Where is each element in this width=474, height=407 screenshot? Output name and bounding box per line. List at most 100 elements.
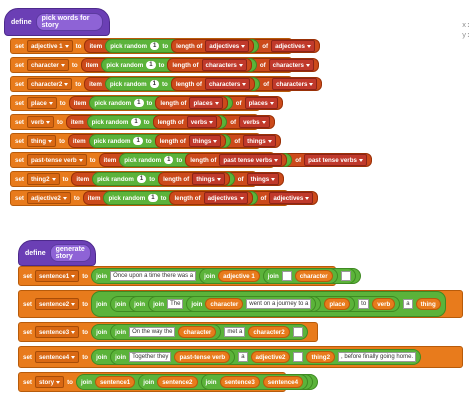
text-slot[interactable]: On the way the [129,327,176,337]
set-r1-block[interactable]: set adjective 1 to item pick random 1 to length… [10,38,321,54]
number-slot[interactable]: 1 [146,61,156,69]
set-story-block[interactable]: set story to join sentence1 join sentenc… [18,372,319,392]
set-sentence4-block[interactable]: set sentence4 to join join Together they… [18,346,463,368]
list-dropdown[interactable]: adjectives [203,192,248,204]
variable-reporter[interactable]: sentence1 [94,376,136,388]
set-r7-block[interactable]: set past-tense verb to item pick random 1 to le… [10,152,372,168]
empty-slot[interactable] [281,271,292,281]
variable-reporter[interactable]: past-tense verb [174,351,231,363]
join-block[interactable]: join Once upon a time there was a join a… [91,268,361,284]
item-of-list-block[interactable]: item pick random 1 to length of characters of c… [80,58,319,72]
list-dropdown[interactable]: characters [204,78,251,90]
variable-reporter[interactable]: character [294,270,333,282]
variable-dropdown[interactable]: adjective2 [26,192,71,204]
length-of-block[interactable]: length of adjectives [171,39,255,53]
variable-dropdown[interactable]: adjective 1 [26,40,73,52]
text-slot[interactable]: Together they [129,352,172,362]
number-slot[interactable]: 1 [134,99,144,107]
text-slot[interactable]: met a [224,327,246,337]
join-block[interactable]: join sentence1 join sentence2 join sente… [75,374,319,390]
variable-reporter[interactable]: sentence2 [157,376,198,388]
pick-random-block[interactable]: pick random 1 to length of things [88,134,232,148]
text-slot[interactable]: to [358,299,370,309]
item-of-list-block[interactable]: item pick random 1 to length of things of thing… [71,172,285,186]
length-of-block[interactable]: length of past tense verbs [185,153,288,167]
list-dropdown[interactable]: places [244,97,278,109]
item-of-list-block[interactable]: item pick random 1 to length of adjectives of a… [82,191,319,205]
pick-random-block[interactable]: pick random 1 to length of places [89,96,233,110]
empty-slot[interactable] [292,327,303,337]
variable-dropdown[interactable]: verb [26,116,55,128]
text-slot[interactable]: a [403,299,413,309]
variable-reporter[interactable]: sentence4 [262,376,304,388]
variable-dropdown[interactable]: sentence4 [34,351,80,363]
list-dropdown[interactable]: characters [268,59,314,71]
pick-random-block[interactable]: pick random 1 to length of things [92,172,235,186]
set-r4-block[interactable]: set place to item pick random 1 to length of pla… [10,95,283,111]
variable-dropdown[interactable]: past-tense verb [26,154,87,166]
join-block[interactable]: join Together they past-tense verb [110,349,236,365]
set-r5-block[interactable]: set verb to item pick random 1 to length of verb… [10,114,275,130]
item-of-list-block[interactable]: item pick random 1 to length of places of place… [68,96,283,110]
set-sentence1-block[interactable]: set sentence1 to join Once upon a time t… [18,266,361,286]
number-slot[interactable]: 1 [131,118,141,126]
variable-reporter[interactable]: adjective2 [250,351,291,363]
join-block[interactable]: join The join character went on a journe… [148,296,322,312]
join-block[interactable]: join character [262,268,338,284]
variable-dropdown[interactable]: story [34,376,65,388]
list-dropdown[interactable]: things [246,173,280,185]
list-dropdown[interactable]: things [192,173,225,185]
list-dropdown[interactable]: verbs [239,116,270,128]
variable-dropdown[interactable]: character [26,59,69,71]
variable-dropdown[interactable]: thing2 [26,173,60,185]
list-dropdown[interactable]: characters [201,59,247,71]
variable-dropdown[interactable]: sentence1 [34,270,80,282]
join-block[interactable]: join join join The join character went o… [110,296,401,312]
variable-reporter[interactable]: place [324,298,351,310]
pick-random-block[interactable]: pick random 1 to length of past tense verbs [119,153,293,167]
list-dropdown[interactable]: characters [272,78,318,90]
list-dropdown[interactable]: verbs [186,116,218,128]
length-of-block[interactable]: length of characters [170,77,256,91]
length-of-block[interactable]: length of characters [167,58,252,72]
empty-slot[interactable] [293,352,304,362]
list-dropdown[interactable]: past tense verbs [304,154,367,166]
pick-random-block[interactable]: pick random 1 to length of adjectives [105,39,260,53]
set-r9-block[interactable]: set adjective2 to item pick random 1 to length … [10,190,319,206]
text-slot[interactable]: The [167,299,184,309]
length-of-block[interactable]: length of things [158,172,230,186]
set-r6-block[interactable]: set thing to item pick random 1 to length of thi… [10,133,281,149]
length-of-block[interactable]: length of places [155,96,228,110]
empty-slot[interactable] [340,271,351,281]
join-block[interactable]: join join The join character went on a j… [129,296,356,312]
variable-dropdown[interactable]: sentence3 [34,326,80,338]
join-block[interactable]: join character went on a journey to a [186,296,317,312]
length-of-block[interactable]: length of adjectives [169,191,253,205]
variable-reporter[interactable]: thing [415,298,441,310]
set-sentence3-block[interactable]: set sentence3 to join join On the way th… [18,322,318,342]
length-of-block[interactable]: length of things [154,134,227,148]
text-slot[interactable]: went on a journey to a [246,299,312,309]
text-slot[interactable]: Once upon a time there was a [110,271,197,281]
variable-reporter[interactable]: verb [372,298,396,310]
join-block[interactable]: join join On the way the character met a… [91,324,308,340]
variable-reporter[interactable]: thing2 [306,351,336,363]
number-slot[interactable]: 1 [149,42,160,50]
item-of-list-block[interactable]: item pick random 1 to length of past tense ve… [98,153,372,167]
item-of-list-block[interactable]: item pick random 1 to length of adjectives of a… [84,39,321,53]
list-dropdown[interactable]: adjectives [269,192,314,204]
variable-dropdown[interactable]: place [26,97,57,109]
set-r8-block[interactable]: set thing2 to item pick random 1 to length of th… [10,171,285,187]
list-dropdown[interactable]: things [243,135,276,147]
join-block[interactable]: join adjective 1 join character [199,268,356,284]
list-dropdown[interactable]: past tense verbs [219,154,283,166]
list-dropdown[interactable]: things [188,135,222,147]
join-block[interactable]: join sentence2 join sentence3 sentence4 [138,374,314,390]
number-slot[interactable]: 1 [148,194,158,202]
item-of-list-block[interactable]: item pick random 1 to length of characters of c… [84,77,323,91]
define-block-generate-story[interactable]: define generate story [18,240,96,266]
join-block[interactable]: join On the way the character [110,324,222,340]
text-slot[interactable]: a [238,352,248,362]
set-sentence2-block[interactable]: set sentence2 to join join join join The… [18,290,463,318]
